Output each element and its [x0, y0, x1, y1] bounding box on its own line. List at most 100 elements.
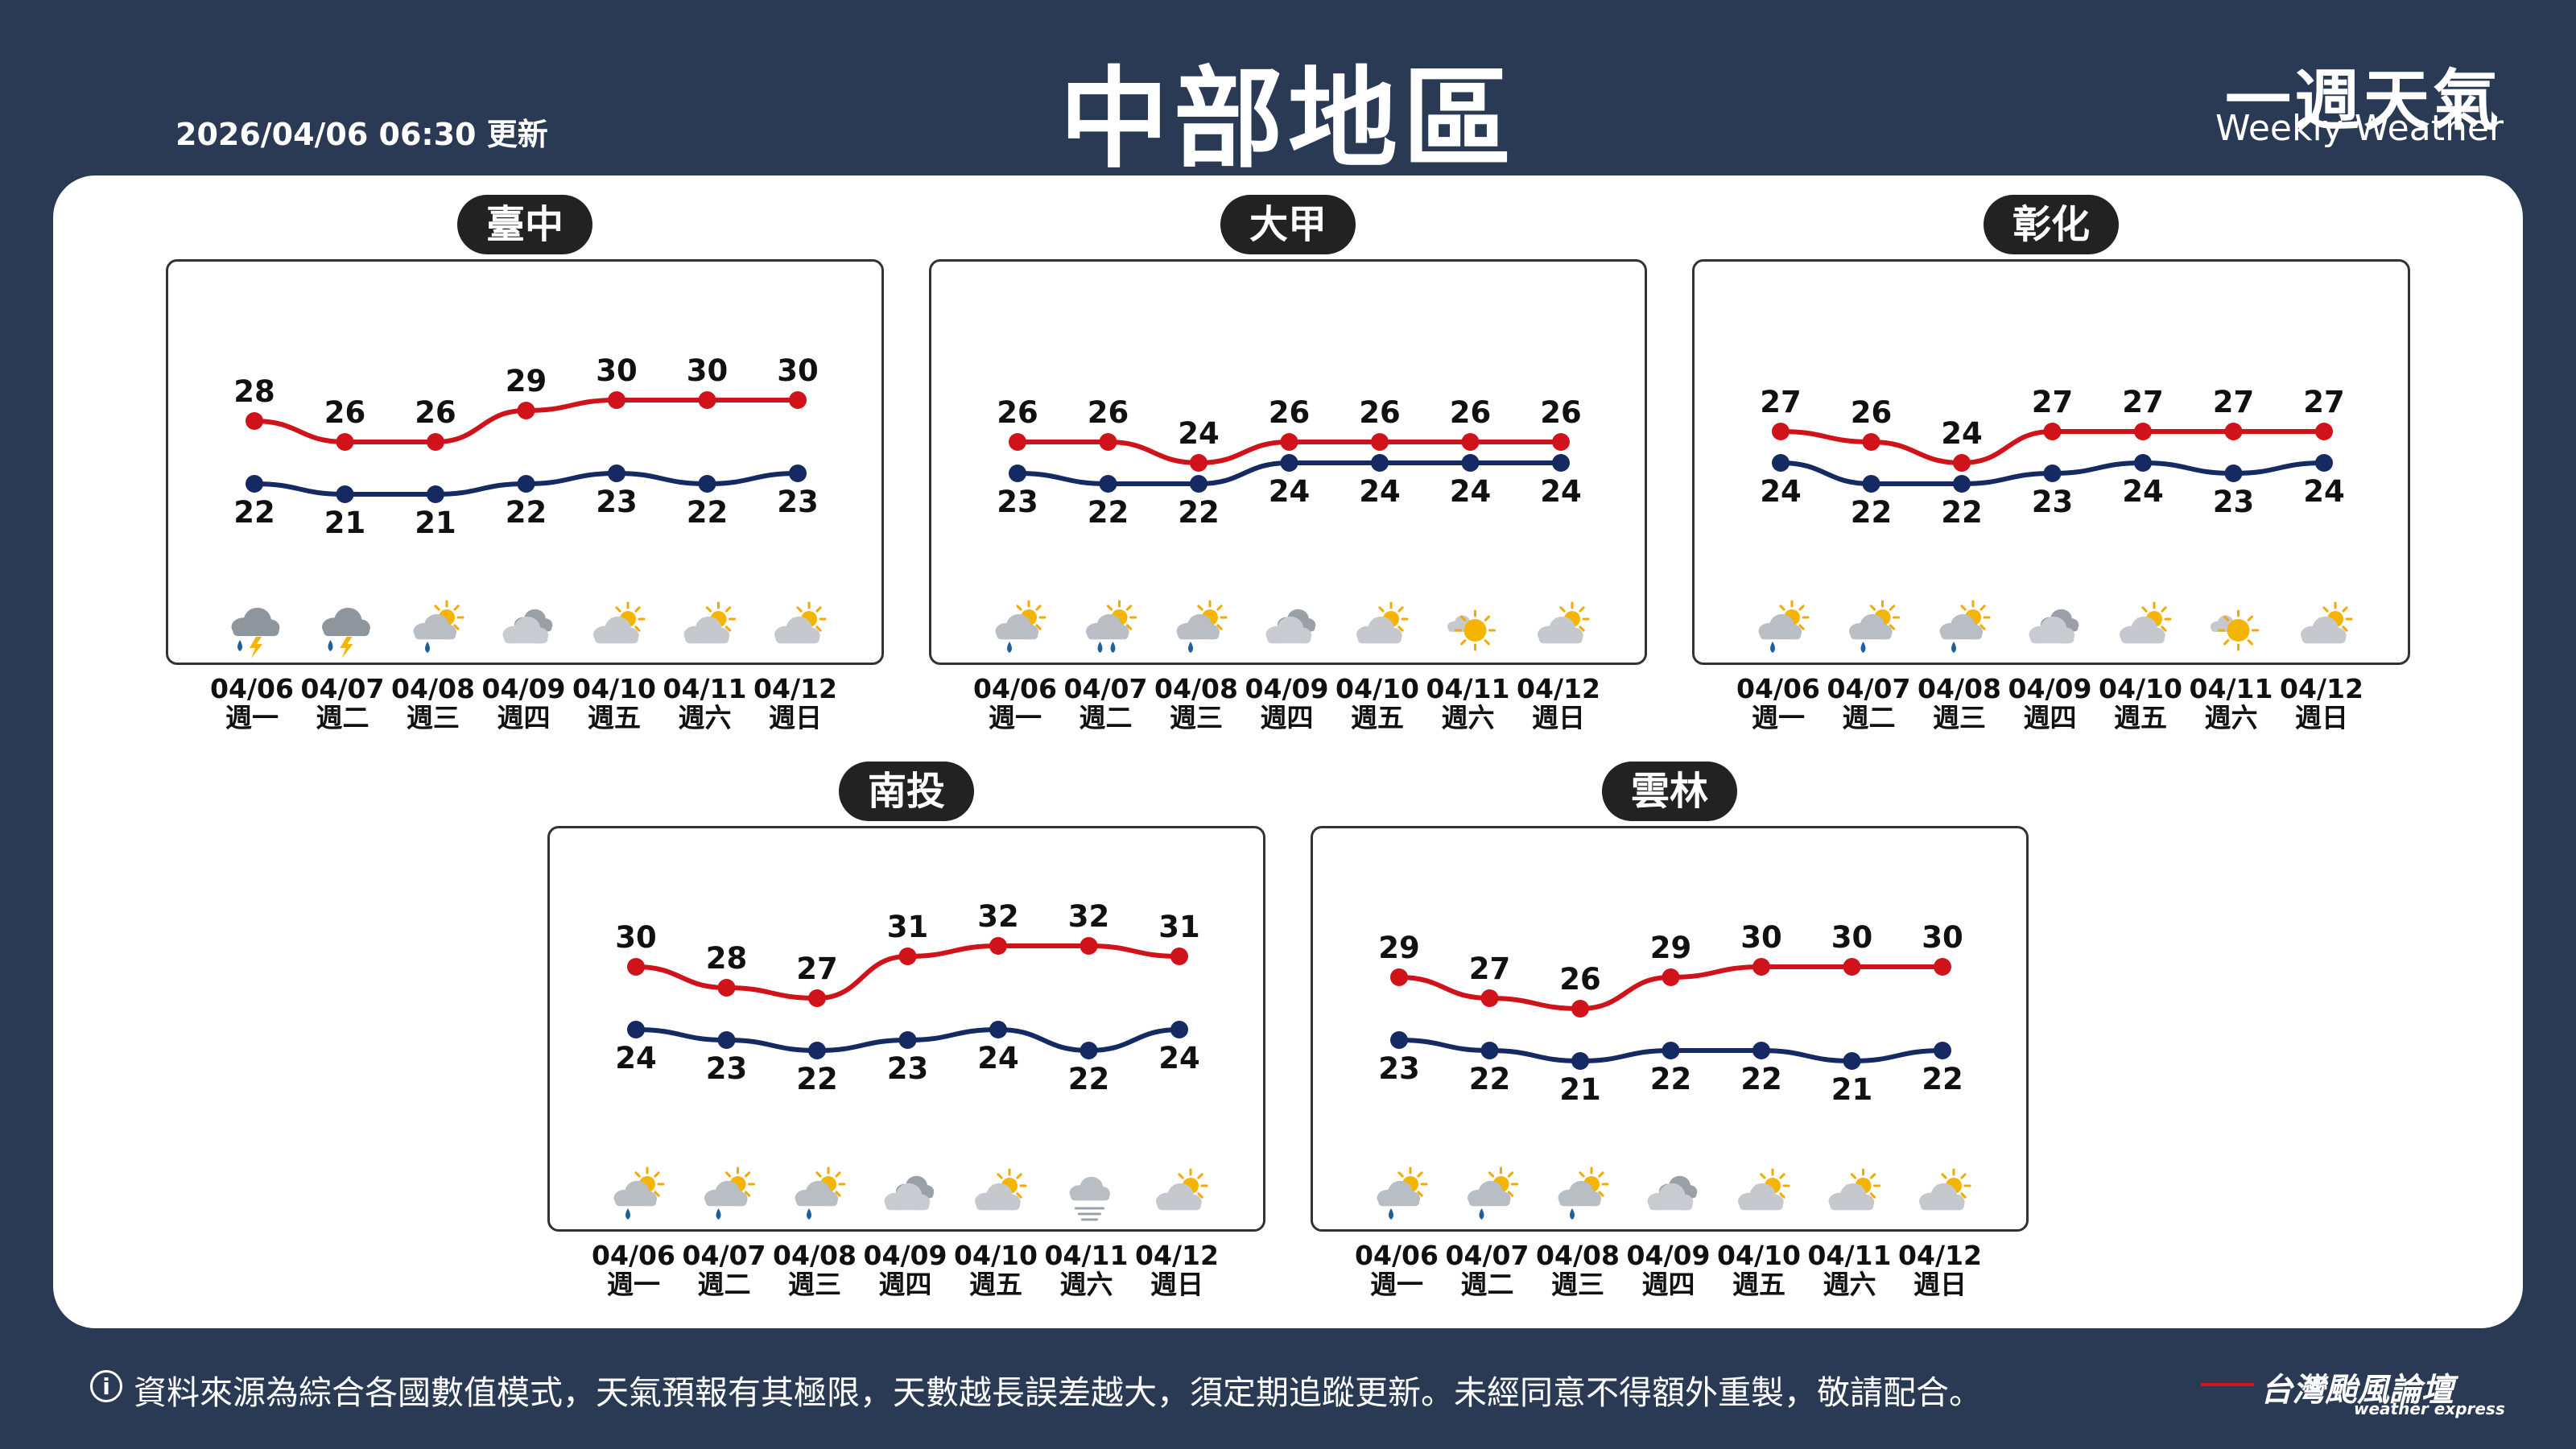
high-temp-point [1371, 433, 1389, 451]
low-temp-point [1280, 454, 1298, 472]
weekday-text: 週五 [1732, 1269, 1785, 1300]
date-label: 04/10 週五 [1329, 675, 1426, 733]
date-text: 04/09 [1245, 673, 1329, 704]
low-temp-label: 24 [615, 1041, 657, 1075]
region-label: 大甲 [1220, 195, 1356, 254]
low-temp-label: 22 [1650, 1062, 1692, 1096]
weekday-text: 週六 [1441, 702, 1495, 733]
date-label: 04/12 週日 [747, 675, 844, 733]
high-temp-label: 27 [2213, 385, 2255, 419]
weekday-text: 週一 [1370, 1269, 1423, 1300]
date-label: 04/08 週三 [1148, 675, 1245, 733]
low-temp-label: 24 [1540, 474, 1582, 509]
weekday-text: 週一 [989, 702, 1042, 733]
low-temp-point [1752, 1042, 1770, 1059]
high-temp-label: 30 [596, 353, 638, 388]
low-temp-label: 22 [1922, 1062, 1963, 1096]
low-temp-label: 24 [977, 1041, 1019, 1075]
high-temp-point [627, 958, 645, 976]
cloudy-icon [502, 609, 553, 644]
partly-cloudy-icon [593, 601, 646, 644]
weekday-text: 週日 [1913, 1269, 1967, 1300]
mostly-sunny-icon [1447, 609, 1496, 651]
date-text: 04/06 [210, 673, 294, 704]
high-temp-point [1170, 947, 1188, 965]
low-temp-point [1190, 475, 1208, 493]
date-text: 04/10 [2099, 673, 2182, 704]
sun-cloud-rain-icon [1939, 600, 1991, 653]
low-temp-point [789, 464, 807, 482]
date-text: 04/07 [1063, 673, 1148, 704]
date-label: 04/07 週二 [1821, 675, 1918, 733]
weekday-text: 週六 [1059, 1269, 1113, 1300]
date-label: 04/06 週一 [204, 675, 300, 733]
weekday-text: 週四 [1260, 702, 1314, 733]
weekday-text: 週日 [769, 702, 822, 733]
date-text: 04/12 [1517, 673, 1600, 704]
low-temp-label: 22 [1740, 1062, 1782, 1096]
low-temp-label: 24 [1269, 474, 1311, 509]
low-temp-label: 24 [1760, 474, 1802, 509]
high-temp-label: 28 [706, 941, 748, 976]
temperature-chart: 26 26 24 26 26 26 26 23 22 22 24 24 24 24 [929, 259, 1647, 665]
high-temp-label: 31 [887, 910, 929, 944]
low-temp-point [1080, 1042, 1098, 1059]
low-temp-point [1662, 1042, 1680, 1059]
sun-cloud-rain-icon [1758, 600, 1810, 653]
low-temp-point [427, 485, 444, 503]
date-text: 04/09 [863, 1240, 947, 1271]
update-time: 2026/04/06 06:30 更新 [175, 117, 548, 152]
high-temp-label: 30 [615, 920, 657, 955]
high-temp-point [2315, 423, 2333, 440]
high-temp-point [717, 979, 736, 997]
low-temp-point [2224, 464, 2243, 482]
high-temp-label: 31 [1158, 910, 1200, 944]
weekday-text: 週四 [1641, 1269, 1695, 1300]
weekday-text: 週三 [1170, 702, 1223, 733]
high-temp-point [1552, 433, 1570, 451]
weekday-text: 週四 [497, 702, 551, 733]
high-temp-label: 26 [1269, 395, 1311, 430]
high-temp-label: 28 [233, 374, 275, 409]
partly-cloudy-icon [1356, 601, 1409, 644]
thunderstorm-icon [322, 607, 370, 658]
weekday-text: 週五 [588, 702, 641, 733]
high-temp-point [1390, 968, 1408, 986]
high-temp-point [698, 391, 716, 409]
date-text: 04/08 [773, 1240, 857, 1271]
temperature-chart: 29 27 26 29 30 30 30 23 22 21 22 22 21 22 [1311, 826, 2029, 1232]
high-temp-label: 30 [1831, 920, 1873, 955]
partly-cloudy-icon [975, 1168, 1027, 1211]
high-temp-label: 26 [415, 395, 456, 430]
low-temp-label: 22 [687, 495, 729, 530]
date-label: 04/10 週五 [947, 1241, 1044, 1299]
low-temp-point [1099, 475, 1117, 493]
date-text: 04/06 [1355, 1240, 1439, 1271]
high-temp-point [2134, 423, 2152, 440]
high-temp-label: 29 [506, 364, 547, 398]
partly-cloudy-icon [1738, 1168, 1790, 1211]
high-temp-label: 24 [1178, 416, 1220, 451]
low-temp-label: 21 [415, 506, 456, 540]
high-temp-point [1843, 958, 1861, 976]
sun-cloud-rain-icon [613, 1166, 665, 1220]
date-label: 04/08 週三 [766, 1241, 863, 1299]
temperature-chart: 30 28 27 31 32 32 31 24 23 22 23 24 22 24 [547, 826, 1265, 1232]
low-temp-point [1772, 454, 1790, 472]
date-text: 04/12 [1898, 1240, 1982, 1271]
brand-logo-sub: weather express [2354, 1399, 2505, 1418]
date-label: 04/06 週一 [1730, 675, 1827, 733]
low-temp-label: 24 [1450, 474, 1492, 509]
date-label: 04/09 週四 [2002, 675, 2099, 733]
low-temp-label: 22 [1851, 495, 1893, 530]
high-temp-point [1099, 433, 1117, 451]
low-temp-label: 22 [1068, 1062, 1110, 1096]
high-temp-point [1009, 433, 1026, 451]
high-temp-label: 26 [1359, 395, 1401, 430]
date-text: 04/12 [2280, 673, 2363, 704]
date-label: 04/07 週二 [295, 675, 391, 733]
weekday-text: 週六 [678, 702, 732, 733]
chart-svg: 28 26 26 29 30 30 30 22 21 21 22 23 22 23 [231, 353, 827, 658]
partly-cloudy-icon [2120, 601, 2172, 644]
low-temp-point [2043, 464, 2062, 482]
